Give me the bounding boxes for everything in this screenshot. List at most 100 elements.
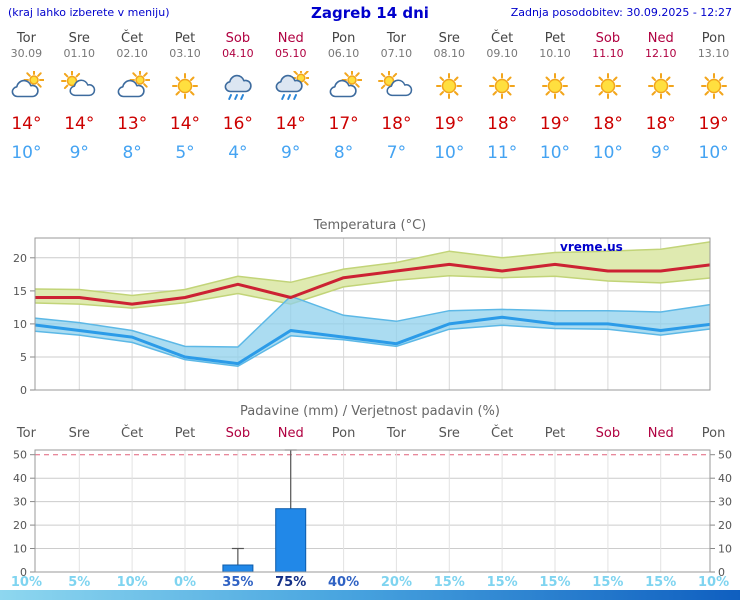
- footer-bar: [0, 590, 740, 600]
- svg-text:0: 0: [20, 566, 27, 576]
- precip-probability: 15%: [433, 575, 465, 590]
- day-date: 09.10: [486, 47, 518, 60]
- day-name: Ned: [647, 31, 674, 46]
- weather-icon-sunny: [529, 61, 582, 109]
- vreme-watermark-link[interactable]: vreme.us: [560, 240, 623, 254]
- precip-day-label: Čet: [491, 426, 514, 441]
- temperature-chart: 0 5 10 15 20 vreme.us: [13, 237, 711, 394]
- day-max-temp: 18°: [487, 114, 518, 134]
- svg-text:30: 30: [13, 496, 27, 509]
- precip-probability: 5%: [68, 575, 91, 590]
- day-name: Sob: [595, 31, 621, 46]
- precip-day-label: Sob: [225, 426, 251, 441]
- day-name: Čet: [491, 31, 514, 46]
- precip-probability: 15%: [539, 575, 571, 590]
- weather-icon-sunny: [476, 61, 529, 109]
- day-date: 02.10: [116, 47, 148, 60]
- day-min-temp: 8°: [333, 143, 354, 163]
- precip-day-label: Pet: [544, 426, 566, 441]
- day-name: Sre: [438, 31, 460, 46]
- day-min-temp: 5°: [175, 143, 195, 163]
- day-min-temp: 8°: [122, 143, 142, 163]
- day-date: 13.10: [697, 47, 730, 60]
- day-min-temp: 4°: [228, 143, 248, 163]
- precip-day-label: Tor: [16, 426, 36, 441]
- precip-probability: 20%: [380, 575, 412, 590]
- precipitation-probability-row: 10% 5% 10% 0% 35% 75% 40% 20% 15% 15% 15% 15% 15% 10%: [0, 576, 740, 590]
- svg-text:40: 40: [718, 472, 732, 485]
- day-max-temp: 18°: [592, 114, 623, 134]
- day-max-temp: 14°: [11, 114, 42, 134]
- day-min-temp: 9°: [651, 143, 671, 163]
- day-date: 04.10: [222, 47, 254, 60]
- weather-icon-rain-sun: [264, 61, 317, 109]
- day-max-temp: 16°: [222, 114, 253, 134]
- day-name: Pet: [174, 31, 196, 46]
- day-name: Tor: [386, 31, 406, 46]
- precip-probability: 40%: [328, 575, 360, 590]
- day-name: Tor: [16, 31, 36, 46]
- day-max-temp: 19°: [698, 114, 729, 134]
- svg-text:10: 10: [13, 318, 27, 331]
- precip-day-label: Ned: [647, 426, 674, 441]
- svg-text:0: 0: [718, 566, 725, 576]
- day-min-temp: 9°: [69, 143, 89, 163]
- svg-text:0: 0: [20, 384, 27, 394]
- forecast-day-strip: Tor 30.09 14° 10° Sre 01.10 14° 9° Čet 02.10 13° 8°…: [0, 30, 740, 167]
- page-title: Zagreb 14 dni: [311, 4, 429, 22]
- precip-day-label: Čet: [121, 426, 144, 441]
- weather-icon-partly: [370, 61, 423, 109]
- day-max-temp: 19°: [539, 114, 571, 134]
- day-min-temp: 11°: [487, 143, 518, 163]
- day-max-temp: 13°: [117, 114, 148, 134]
- day-max-temp: 14°: [169, 114, 201, 134]
- forecast-day-column: Sre 08.10 19° 10°: [423, 30, 476, 167]
- day-name: Ned: [277, 31, 304, 46]
- day-date: 10.10: [539, 47, 571, 60]
- day-max-temp: 14°: [275, 114, 306, 134]
- weather-icon-sunny: [581, 61, 634, 109]
- weather-icon-mostly-cloudy: [0, 61, 53, 109]
- day-min-temp: 7°: [386, 143, 407, 163]
- svg-text:20: 20: [718, 519, 732, 532]
- forecast-day-column: Ned 12.10 18° 9°: [634, 30, 687, 167]
- forecast-day-column: Sob 04.10 16° 4°: [211, 30, 264, 167]
- weather-icon-mostly-cloudy: [317, 61, 370, 109]
- precip-probability: 15%: [645, 575, 677, 590]
- forecast-day-column: Sob 11.10 18° 10°: [581, 30, 634, 167]
- day-date: 06.10: [327, 47, 360, 60]
- forecast-day-column: Sre 01.10 14° 9°: [53, 30, 106, 167]
- day-max-temp: 18°: [381, 114, 412, 134]
- day-date: 11.10: [592, 47, 624, 60]
- precip-day-label: Pon: [701, 426, 726, 441]
- menu-hint-note: (kraj lahko izberete v meniju): [8, 6, 170, 19]
- precip-day-label: Sob: [595, 426, 621, 441]
- day-date: 07.10: [380, 47, 413, 60]
- precip-probability: 75%: [275, 575, 307, 590]
- forecast-day-column: Pon 06.10 17° 8°: [317, 30, 370, 167]
- weather-icon-mostly-cloudy: [106, 61, 159, 109]
- svg-text:50: 50: [718, 449, 732, 462]
- precip-probability: 35%: [222, 575, 254, 590]
- weather-icon-sunny: [159, 61, 212, 109]
- day-name: Sob: [225, 31, 251, 46]
- day-max-temp: 19°: [434, 114, 465, 134]
- precip-probability: 15%: [486, 575, 518, 590]
- precip-day-label: Tor: [386, 426, 406, 441]
- precipitation-chart: 0 0 10 10 20 20 30 30 40 40 50 50: [13, 449, 732, 576]
- weather-icon-sunny: [687, 61, 740, 109]
- day-date: 08.10: [433, 47, 466, 60]
- day-max-temp: 14°: [64, 114, 95, 134]
- precipitation-chart-title: Padavine (mm) / Verjetnost padavin (%): [240, 404, 500, 419]
- day-date: 12.10: [644, 47, 677, 60]
- svg-text:50: 50: [13, 449, 27, 462]
- forecast-day-column: Tor 07.10 18° 7°: [370, 30, 423, 167]
- weather-icon-partly: [53, 61, 106, 109]
- day-name: Pon: [701, 31, 726, 46]
- day-max-temp: 17°: [328, 114, 359, 134]
- weather-icon-sunny: [423, 61, 476, 109]
- weather-icon-rain: [211, 61, 264, 109]
- day-min-temp: 10°: [11, 143, 42, 163]
- forecast-day-column: Pon 13.10 19° 10°: [687, 30, 740, 167]
